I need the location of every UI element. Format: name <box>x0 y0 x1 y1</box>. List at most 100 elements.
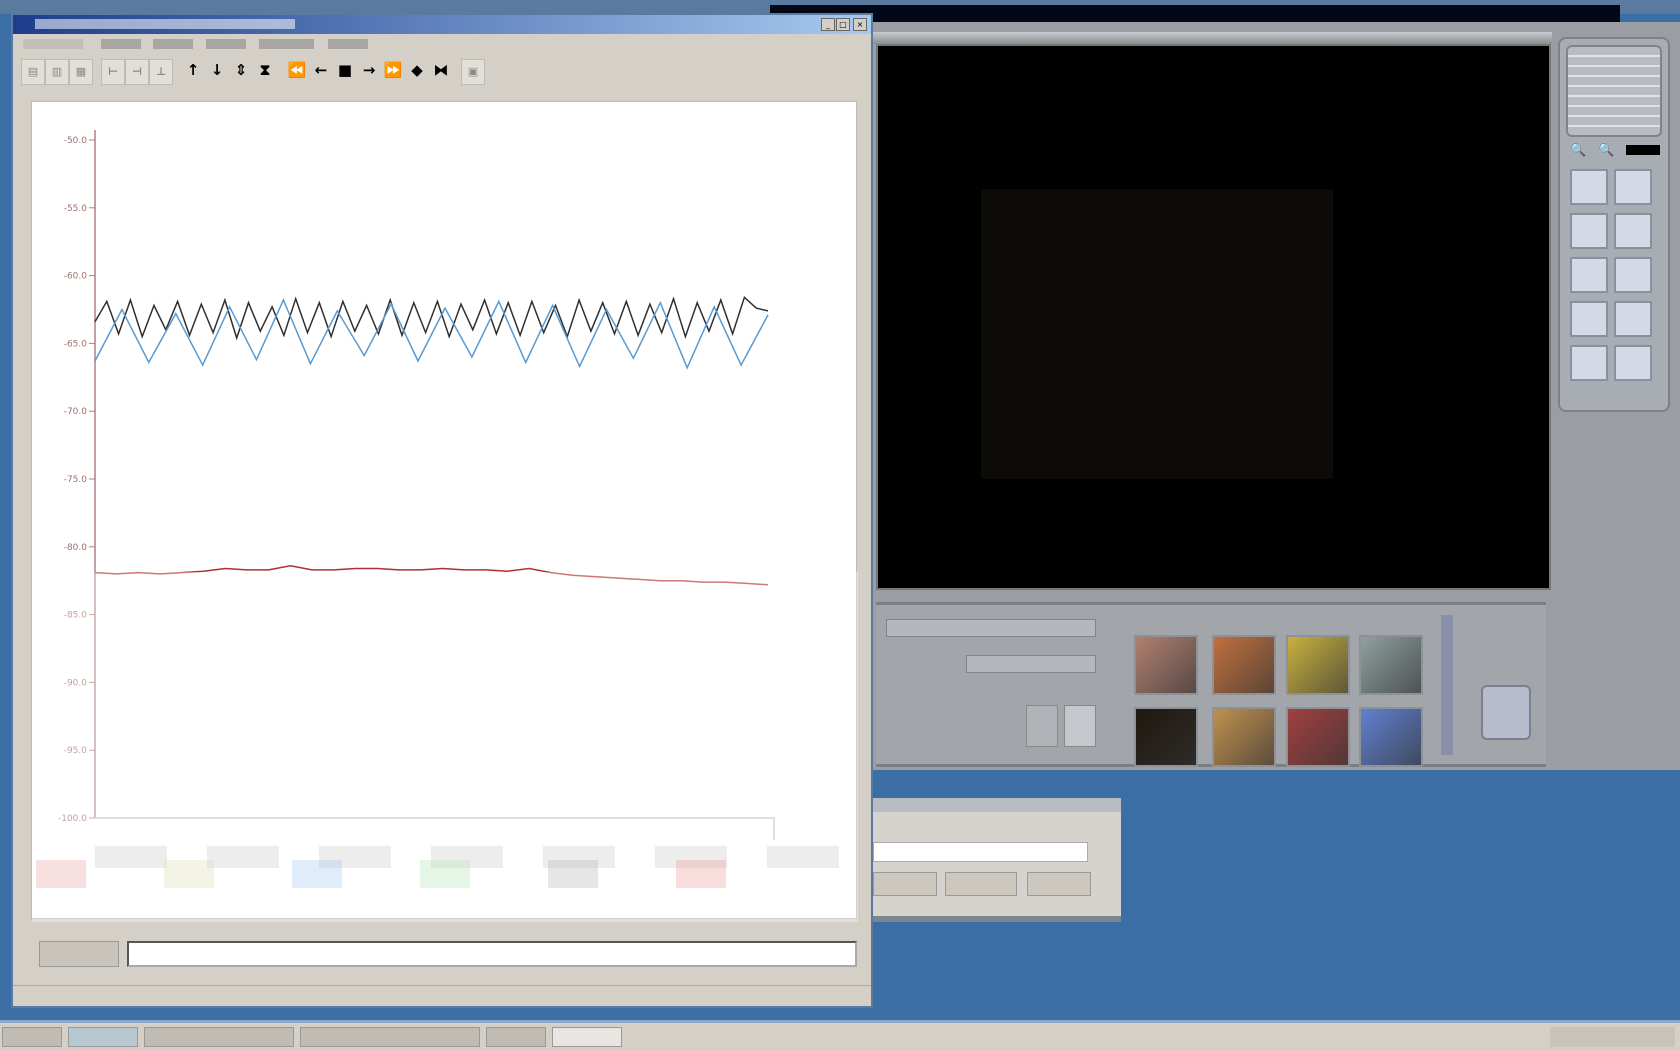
compress-horizontal-icon[interactable]: ⧓ <box>433 61 449 79</box>
menu-item-1[interactable] <box>23 39 83 49</box>
thumbnail[interactable] <box>1134 707 1198 767</box>
cursor-3-icon[interactable]: ⊥ <box>149 58 173 85</box>
dialog-window <box>873 798 1121 922</box>
right-window-titlebar[interactable] <box>770 5 1620 22</box>
menu-item-5[interactable] <box>259 39 314 49</box>
legend-entry <box>548 860 598 888</box>
view-3-icon[interactable]: ▦ <box>69 58 93 85</box>
rewind-icon[interactable]: ⏪ <box>287 61 307 79</box>
x-axis <box>95 817 775 840</box>
dialog-button-2[interactable] <box>945 872 1017 896</box>
graph-window-titlebar[interactable]: _ □ × <box>13 15 871 34</box>
toolbar: ▤ ▥ ▦ ⊢ ⊣ ⊥ ↑ ↓ ⇕ ⧗ ⏪ ← ■ → ⏩ ◆ ⧓ ▣ <box>21 57 861 87</box>
series-line-1 <box>94 295 769 341</box>
step-forward-icon[interactable]: → <box>362 61 376 79</box>
dialog-button-1[interactable] <box>873 872 937 896</box>
image-viewer-window: 🔍 🔍 <box>870 22 1680 770</box>
cursor-2-icon[interactable]: ⊣ <box>125 58 149 85</box>
thumbnail[interactable] <box>1134 635 1198 695</box>
folder-dropdown[interactable] <box>886 619 1096 637</box>
settings-button[interactable] <box>1064 705 1096 747</box>
series-line-2 <box>94 298 769 370</box>
undo-icon[interactable] <box>1570 257 1608 293</box>
legend-entry <box>164 860 214 888</box>
menu-bar <box>13 35 871 53</box>
fit-icon[interactable] <box>1570 169 1608 205</box>
y-tick-label: -55.0 <box>64 204 88 214</box>
maximize-button[interactable]: □ <box>836 18 850 31</box>
taskbar-item-3[interactable] <box>486 1027 546 1047</box>
line-chart: -50.0 -55.0 -60.0 -65.0 -70.0 -75.0 -80.0 -85.0… <box>36 130 839 888</box>
menu-item-3[interactable] <box>153 39 193 49</box>
minimize-button[interactable]: _ <box>821 18 835 31</box>
taskbar-item-4[interactable] <box>552 1027 622 1047</box>
zoom-out-icon[interactable]: 🔍 <box>1598 143 1615 158</box>
zoom-slider[interactable] <box>1626 145 1660 155</box>
y-tick-label: -60.0 <box>64 272 88 282</box>
view-2-icon[interactable]: ▥ <box>45 58 69 85</box>
y-tick-label: -100.0 <box>58 814 87 824</box>
arrow-down-icon[interactable]: ↓ <box>210 61 224 79</box>
grid-icon[interactable] <box>1570 345 1608 381</box>
zoom-in-icon[interactable]: 🔍 <box>1570 143 1587 158</box>
trash-icon[interactable] <box>1481 685 1531 740</box>
command-input[interactable] <box>127 941 857 967</box>
x-tick-label <box>95 846 167 868</box>
expand-horizontal-icon[interactable]: ◆ <box>411 61 423 79</box>
taskbar <box>0 1020 1680 1050</box>
overlay <box>32 572 858 922</box>
y-tick-label: -80.0 <box>64 543 88 553</box>
thumbnail[interactable] <box>1359 635 1423 695</box>
stop-icon[interactable]: ■ <box>337 61 353 79</box>
thumbnail[interactable] <box>1212 707 1276 767</box>
compress-vertical-icon[interactable]: ⧗ <box>259 61 271 79</box>
copy-icon[interactable] <box>1570 301 1608 337</box>
thumbnail[interactable] <box>1286 707 1350 767</box>
thumbnail[interactable] <box>1212 635 1276 695</box>
thumbnail[interactable] <box>1359 707 1423 767</box>
y-tick-label: -85.0 <box>64 611 88 621</box>
print-icon[interactable]: ▣ <box>461 58 485 85</box>
command-bar <box>31 937 861 973</box>
command-button[interactable] <box>39 941 119 967</box>
taskbar-item-1[interactable] <box>144 1027 294 1047</box>
flip-icon[interactable] <box>1570 213 1608 249</box>
quick-launch[interactable] <box>68 1027 138 1047</box>
thumb-scrollbar[interactable] <box>1441 615 1453 755</box>
redo-icon[interactable] <box>1614 257 1652 293</box>
start-button[interactable] <box>2 1027 62 1047</box>
fast-forward-icon[interactable]: ⏩ <box>383 61 403 79</box>
navigator-preview[interactable] <box>1566 45 1662 137</box>
film-icon[interactable] <box>1614 213 1652 249</box>
x-tick-label <box>207 846 279 868</box>
x-tick-label <box>319 846 391 868</box>
graph-window: _ □ × ▤ ▥ ▦ ⊢ ⊣ ⊥ ↑ ↓ ⇕ ⧗ ⏪ ← ■ → ⏩ ◆ ⧓ ▣ -50.0 -55.0 -60.0… <box>11 13 873 1008</box>
prev-button[interactable] <box>1026 705 1058 747</box>
thumbnail[interactable] <box>1286 635 1350 695</box>
menu-item-6[interactable] <box>328 39 368 49</box>
sort-dropdown[interactable] <box>966 655 1096 673</box>
dialog-input[interactable] <box>873 842 1088 862</box>
dialog-button-3[interactable] <box>1027 872 1091 896</box>
menu-item-2[interactable] <box>101 39 141 49</box>
system-tray <box>1550 1027 1675 1047</box>
page-icon[interactable] <box>1614 301 1652 337</box>
legend-entry <box>420 860 470 888</box>
thumbnail-panel <box>876 602 1546 767</box>
arrow-updown-icon[interactable]: ⇕ <box>234 61 248 79</box>
series-line-3 <box>94 565 769 586</box>
menu-item-4[interactable] <box>206 39 246 49</box>
view-1-icon[interactable]: ▤ <box>21 58 45 85</box>
taskbar-item-2[interactable] <box>300 1027 480 1047</box>
legend-entry <box>676 860 726 888</box>
close-button[interactable]: × <box>853 18 867 31</box>
viewer-scrollbar[interactable] <box>872 32 1552 44</box>
rotate-icon[interactable] <box>1614 169 1652 205</box>
dialog-titlebar[interactable] <box>873 798 1121 812</box>
y-tick-label: -75.0 <box>64 475 88 485</box>
frame-icon[interactable] <box>1614 345 1652 381</box>
cursor-1-icon[interactable]: ⊢ <box>101 58 125 85</box>
step-back-icon[interactable]: ← <box>314 61 328 79</box>
arrow-up-icon[interactable]: ↑ <box>186 61 200 79</box>
status-bar <box>13 985 871 1005</box>
